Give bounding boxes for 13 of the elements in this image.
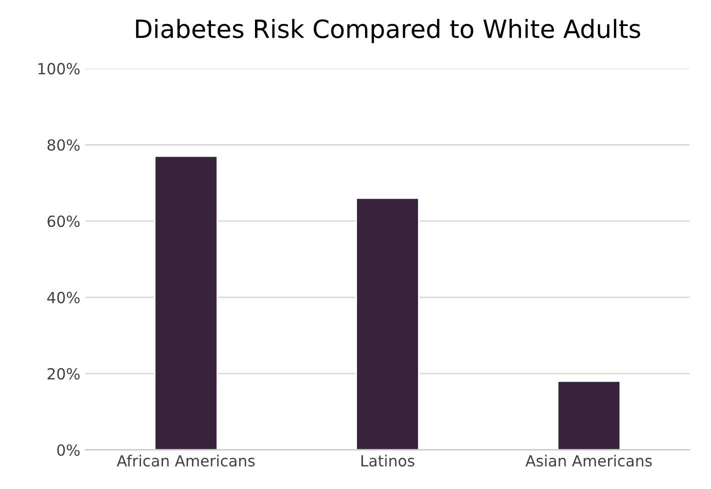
bar xyxy=(154,155,218,450)
x-tick-label: Latinos xyxy=(361,454,414,467)
bar xyxy=(356,197,420,450)
bar xyxy=(557,380,621,450)
y-tick-label: 60% xyxy=(48,215,80,228)
x-tick-label: African Americans xyxy=(116,454,255,467)
x-tick-label: Asian Americans xyxy=(525,454,652,467)
y-tick-label: 100% xyxy=(38,62,80,74)
chart-title: Diabetes Risk Compared to White Adults xyxy=(136,18,640,44)
y-tick-label: 20% xyxy=(48,368,80,380)
y-tick-label: 80% xyxy=(48,139,80,151)
y-tick-label: 40% xyxy=(47,292,80,304)
y-tick-label: 0% xyxy=(57,444,80,456)
